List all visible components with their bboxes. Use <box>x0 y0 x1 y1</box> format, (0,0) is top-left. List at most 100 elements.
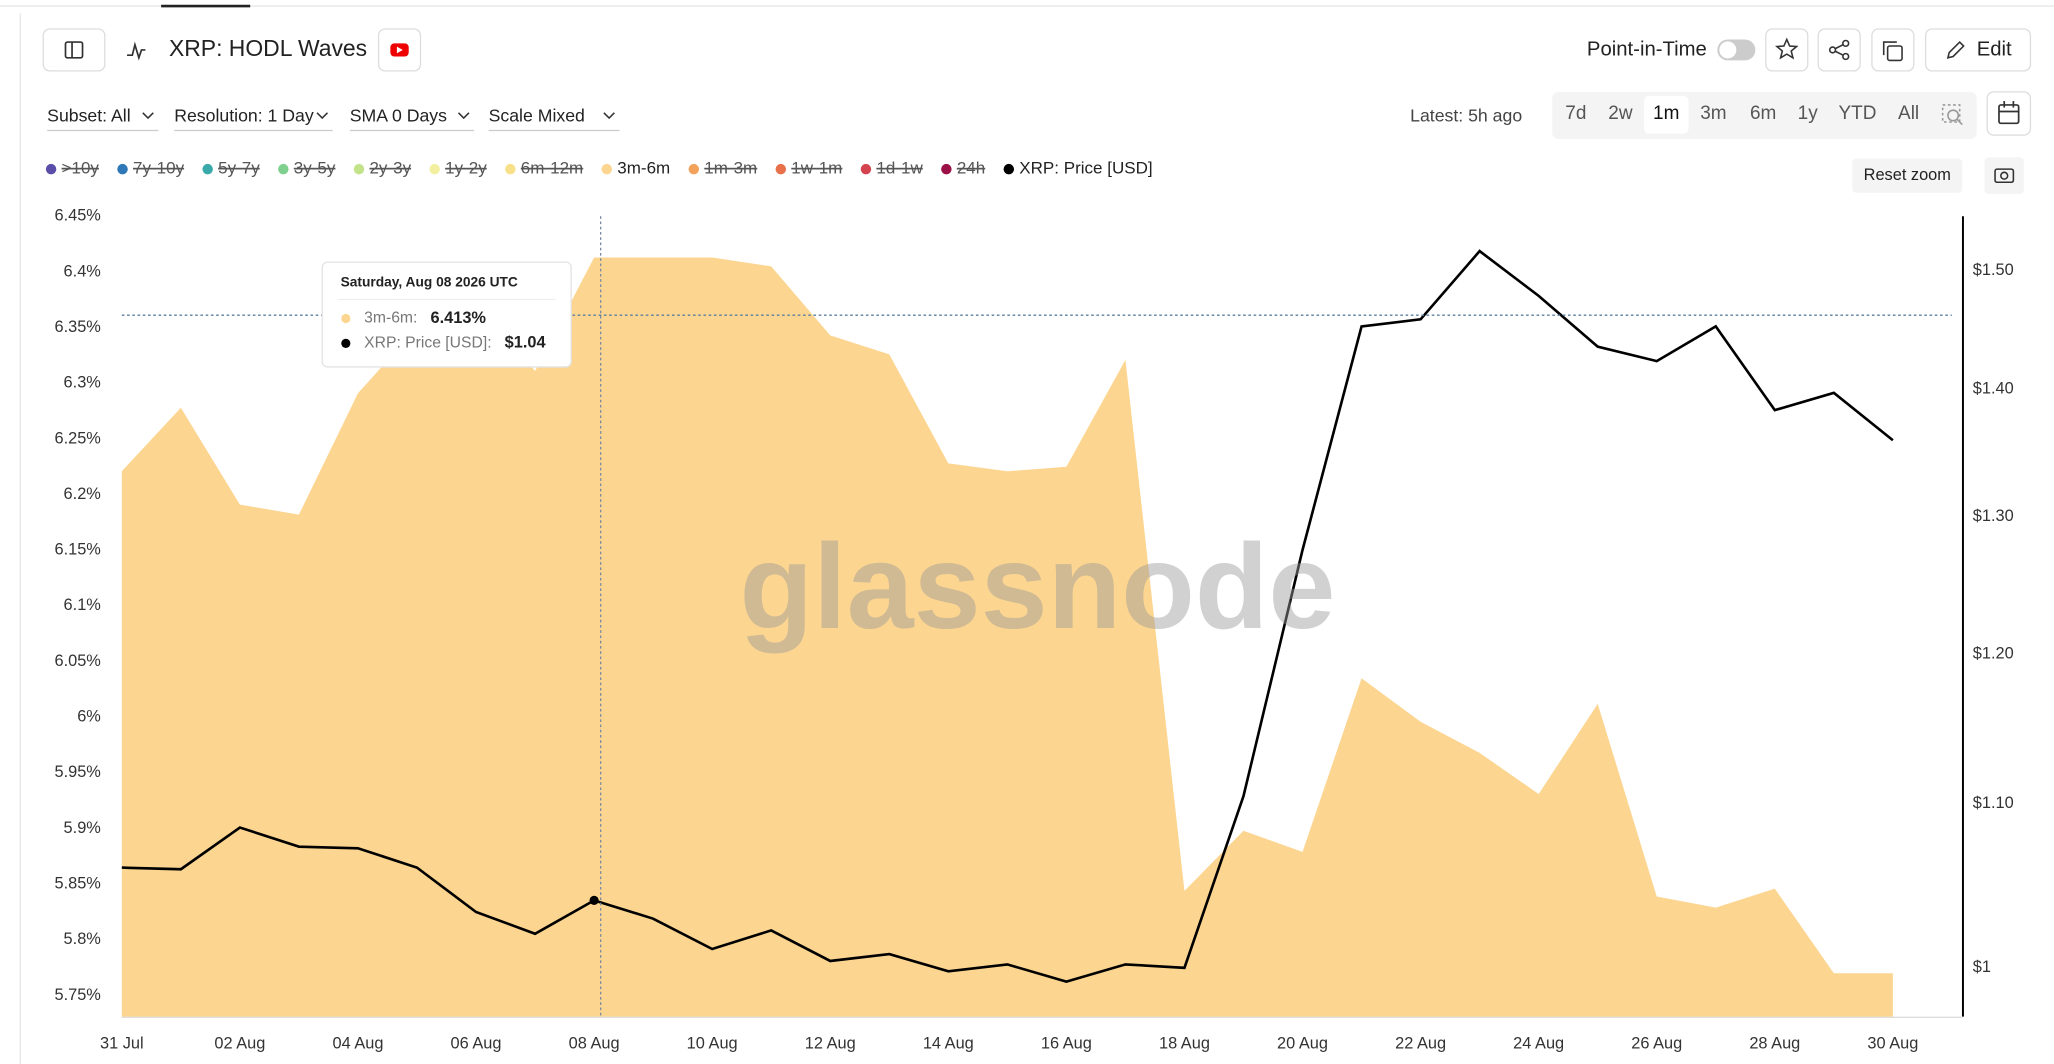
active-range <box>1643 95 1689 134</box>
range-button[interactable]: All <box>1898 103 1919 124</box>
legend-swatch[interactable] <box>429 163 440 175</box>
legend-swatch[interactable] <box>775 163 787 175</box>
area <box>121 257 1893 1017</box>
filter-dropdown[interactable]: SMA 0 Days <box>350 105 447 125</box>
hover-point <box>589 895 599 905</box>
video-icon <box>396 46 403 54</box>
filter-dropdown[interactable]: Scale Mixed <box>489 105 585 125</box>
x-tick-label: 02 Aug <box>214 1035 265 1053</box>
edit-icon <box>1946 40 1965 59</box>
legend-swatch[interactable] <box>688 163 700 175</box>
y-tick-label: 6.3% <box>64 374 101 392</box>
legend-label[interactable]: 5y-7y <box>218 159 260 178</box>
legend-swatch[interactable] <box>278 163 289 175</box>
y2-tick-label: $1.30 <box>1973 507 2014 525</box>
calendar-icon <box>1998 101 2020 125</box>
filter-dropdown[interactable]: Subset: All <box>47 105 131 125</box>
y-tick-label: 6.15% <box>54 541 100 559</box>
sidebar-button[interactable] <box>42 28 106 72</box>
x-tick-label: 18 Aug <box>1159 1035 1210 1053</box>
x-tick-label: 30 Aug <box>1867 1035 1918 1053</box>
calendar-button[interactable] <box>1986 91 2032 136</box>
legend-label[interactable]: 3y-5y <box>294 159 336 178</box>
x-tick-label: 24 Aug <box>1513 1035 1564 1053</box>
share-button[interactable] <box>1817 28 1861 72</box>
y-tick-label: 6.2% <box>64 485 101 503</box>
y-tick-label: 6.45% <box>54 207 100 225</box>
legend-swatch[interactable] <box>860 163 872 175</box>
x-tick-label: 08 Aug <box>569 1035 620 1053</box>
tooltip-title: Saturday, Aug 08 2026 UTC <box>341 275 518 290</box>
legend-label[interactable]: XRP: Price [USD] <box>1019 159 1152 178</box>
duplicate-icon <box>1882 41 1903 62</box>
legend-label[interactable]: 24h <box>957 159 985 178</box>
watermark: glassnode <box>739 519 1335 654</box>
page-title: XRP: HODL Waves <box>169 35 367 61</box>
share-icon <box>1828 39 1850 61</box>
legend-label[interactable]: 3m-6m <box>617 159 670 178</box>
range-button[interactable]: 2w <box>1608 103 1633 124</box>
latest-label: Latest: 5h ago <box>1410 105 1522 125</box>
camera-icon <box>1994 168 2015 184</box>
legend-label[interactable]: 2y-3y <box>369 159 411 178</box>
range-button[interactable]: YTD <box>1839 103 1877 124</box>
y-tick-label: 6.4% <box>64 262 101 280</box>
y-tick-label: 5.9% <box>64 819 101 837</box>
legend-label[interactable]: 1w-1m <box>791 159 842 178</box>
favorite-button[interactable] <box>1765 28 1809 72</box>
price-line <box>121 249 1894 984</box>
legend-swatch[interactable] <box>505 163 516 175</box>
x-tick-label: 26 Aug <box>1631 1035 1682 1053</box>
legend-swatch[interactable] <box>1003 163 1015 175</box>
range-button[interactable]: 7d <box>1565 103 1586 124</box>
legend-label[interactable]: 6m-12m <box>521 159 583 178</box>
chevron <box>316 112 329 120</box>
y-tick-label: 6% <box>77 708 101 726</box>
x-tick-label: 22 Aug <box>1395 1035 1446 1053</box>
filter-dropdown[interactable]: Resolution: 1 Day <box>174 105 314 125</box>
y-tick-label: 5.8% <box>64 930 101 948</box>
range-button[interactable]: 1m <box>1653 103 1679 124</box>
x-tick-label: 16 Aug <box>1041 1035 1092 1053</box>
duplicate-button[interactable] <box>1871 28 1915 72</box>
range-button[interactable]: 1y <box>1798 103 1819 124</box>
legend-swatch[interactable] <box>601 163 613 175</box>
legend-swatch[interactable] <box>45 163 57 175</box>
y2-tick-label: $1 <box>1973 958 1991 976</box>
legend-label[interactable]: >10y <box>62 159 100 178</box>
x-tick-label: 04 Aug <box>332 1035 383 1053</box>
range-button[interactable]: 3m <box>1700 103 1726 124</box>
y-tick-label: 5.95% <box>54 763 100 781</box>
y2-tick-label: $1.40 <box>1973 379 2014 397</box>
zoom-select-icon[interactable] <box>1941 104 1963 126</box>
legend-label[interactable]: 7y-10y <box>133 159 185 178</box>
legend-swatch[interactable] <box>117 163 128 175</box>
tooltip-value: 6.413% <box>430 309 486 327</box>
x-tick-label: 10 Aug <box>687 1035 738 1053</box>
y2-tick-label: $1.50 <box>1973 261 2014 279</box>
y-tick-label: 6.1% <box>64 596 101 614</box>
x-tick-label: 12 Aug <box>805 1035 856 1053</box>
edit-button[interactable] <box>1924 28 2032 72</box>
x-tick-label: 31 Jul <box>100 1035 144 1053</box>
legend-label[interactable]: 1d-1w <box>876 159 923 178</box>
chevron <box>457 112 470 120</box>
x-tick-label: 28 Aug <box>1749 1035 1800 1053</box>
screenshot-button[interactable] <box>1984 157 2024 195</box>
edit-label: Edit <box>1977 38 2012 60</box>
tooltip <box>321 261 572 368</box>
star-icon <box>1774 37 1799 60</box>
tooltip-label: 3m-6m: <box>364 310 417 327</box>
legend-swatch[interactable] <box>202 163 213 175</box>
reset-zoom-button[interactable] <box>1852 158 1963 193</box>
chevron <box>603 112 615 120</box>
legend-label[interactable]: 1m-3m <box>704 159 757 178</box>
tooltip-value: $1.04 <box>505 334 547 352</box>
legend-swatch[interactable] <box>353 163 365 175</box>
reset-zoom-label: Reset zoom <box>1864 166 1951 184</box>
range-button[interactable]: 6m <box>1750 103 1776 124</box>
metric-icon <box>127 41 146 61</box>
legend-swatch[interactable] <box>941 163 952 175</box>
legend-label[interactable]: 1y-2y <box>445 159 487 178</box>
